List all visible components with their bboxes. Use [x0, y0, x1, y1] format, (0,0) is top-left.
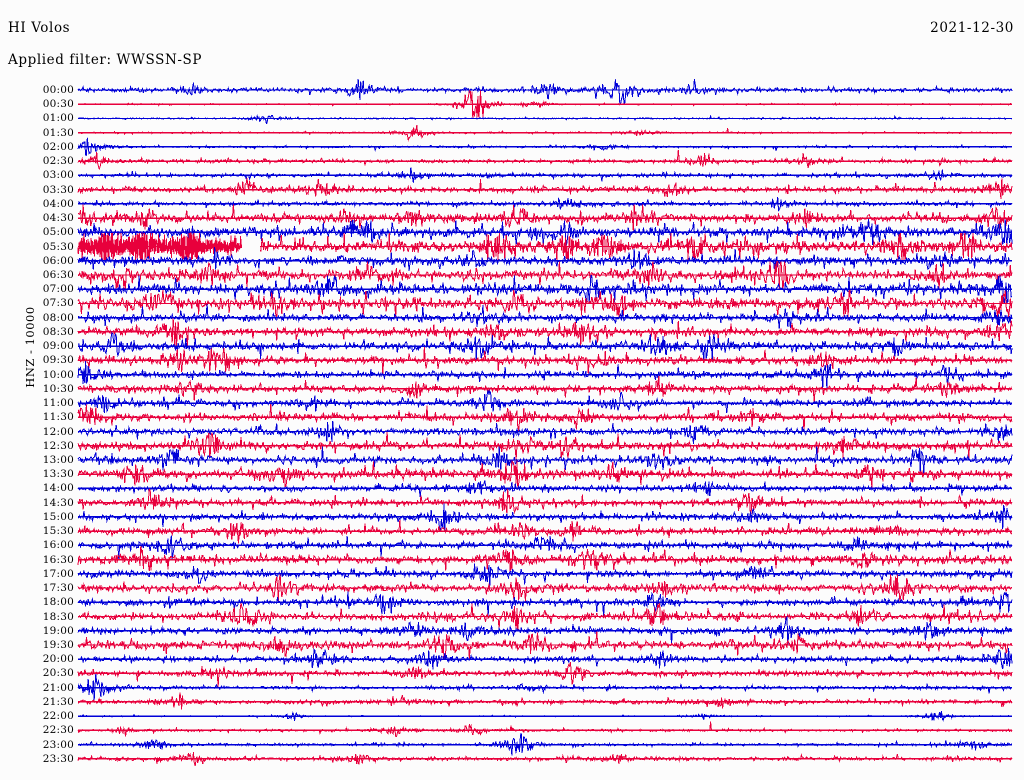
time-tick-label: 10:00: [42, 368, 74, 381]
record-date: 2021-12-30: [930, 20, 1014, 36]
time-tick-label: 10:30: [42, 382, 74, 395]
time-tick-label: 20:30: [42, 667, 74, 680]
time-tick-label: 06:00: [42, 254, 74, 267]
time-tick-label: 18:00: [42, 596, 74, 609]
time-tick-label: 08:00: [42, 311, 74, 324]
time-tick-label: 23:00: [42, 738, 74, 751]
seismic-trace: [77, 114, 1013, 125]
time-tick-label: 19:00: [42, 624, 74, 637]
time-tick-label: 12:30: [42, 439, 74, 452]
time-tick-label: 06:30: [42, 268, 74, 281]
time-tick-label: 20:00: [42, 653, 74, 666]
time-tick-label: 02:30: [42, 155, 74, 168]
seismic-trace: [77, 346, 1013, 374]
seismic-trace: [77, 79, 1013, 105]
time-tick-label: 00:00: [42, 84, 74, 96]
seismic-trace: [77, 602, 1013, 631]
time-tick-label: 09:30: [42, 354, 74, 367]
time-tick-label: 13:30: [42, 468, 74, 481]
seismic-trace: [77, 446, 1013, 474]
time-tick-label: 02:00: [42, 140, 74, 153]
time-tick-label: 22:30: [42, 724, 74, 737]
seismic-trace: [77, 631, 1013, 659]
time-tick-label: 14:30: [42, 496, 74, 509]
applied-filter-label: Applied filter: WWSSN-SP: [8, 52, 203, 68]
time-tick-label: 11:00: [42, 397, 74, 410]
time-tick-label: 17:00: [42, 567, 74, 580]
time-tick-label: 19:30: [42, 638, 74, 651]
seismic-trace: [77, 178, 1013, 200]
time-tick-label: 04:30: [42, 212, 74, 225]
time-tick-label: 17:30: [42, 582, 74, 595]
time-tick-label: 18:30: [42, 610, 74, 623]
time-tick-label: 16:00: [42, 539, 74, 552]
time-tick-label: 05:00: [42, 226, 74, 239]
time-tick-label: 15:00: [42, 510, 74, 523]
time-tick-label: 12:00: [42, 425, 74, 438]
time-tick-label: 07:30: [42, 297, 74, 310]
time-tick-label: 14:00: [42, 482, 74, 495]
time-tick-label: 21:30: [42, 695, 74, 708]
seismic-trace: [77, 563, 1013, 586]
time-tick-label: 13:00: [42, 453, 74, 466]
seismic-trace: [77, 261, 1013, 289]
seismic-trace: [77, 420, 1013, 444]
time-tick-label: 22:00: [42, 710, 74, 723]
time-axis-labels: 00:00 00:30 01:00 01:30 02:00 02:30 03:00 03:30…: [24, 0, 74, 780]
station-title: HI Volos: [8, 20, 71, 36]
seismic-trace: [77, 232, 242, 261]
time-tick-label: 11:30: [42, 411, 74, 424]
time-tick-label: 09:00: [42, 340, 74, 353]
time-tick-label: 23:30: [42, 752, 74, 765]
seismic-trace: [77, 520, 1013, 544]
time-tick-label: 00:30: [42, 98, 74, 111]
time-tick-label: 15:30: [42, 525, 74, 538]
seismic-trace: [77, 275, 1013, 304]
seismic-trace: [77, 721, 1013, 738]
time-tick-label: 08:30: [42, 325, 74, 338]
time-tick-label: 01:30: [42, 126, 74, 139]
seismic-trace: [77, 692, 1013, 710]
time-tick-label: 16:30: [42, 553, 74, 566]
seismic-trace: [77, 150, 1013, 171]
seismic-trace: [77, 662, 1013, 687]
time-tick-label: 03:00: [42, 169, 74, 182]
time-tick-label: 01:00: [42, 112, 74, 125]
time-tick-label: 04:00: [42, 197, 74, 210]
time-tick-label: 07:00: [42, 283, 74, 296]
seismic-trace: [77, 591, 1013, 616]
time-tick-label: 21:00: [42, 681, 74, 694]
time-tick-label: 03:30: [42, 183, 74, 196]
time-tick-label: 05:30: [42, 240, 74, 253]
